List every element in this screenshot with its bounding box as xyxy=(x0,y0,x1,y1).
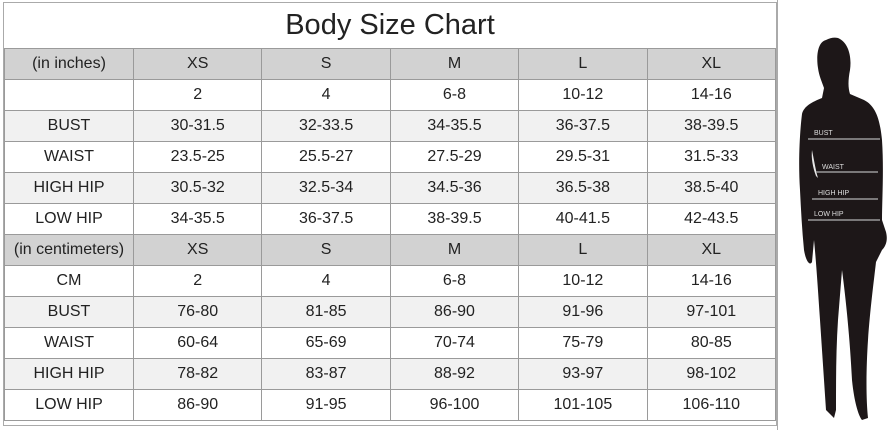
table-cell: 10-12 xyxy=(518,265,648,297)
table-row: LOW HIP 86-90 91-95 96-100 101-105 106-110 xyxy=(4,389,777,421)
table-cell: 34.5-36 xyxy=(389,172,520,204)
table-row: WAIST 60-64 65-69 70-74 75-79 80-85 xyxy=(4,327,777,359)
table-cell: 25.5-27 xyxy=(261,141,391,173)
table-cell: 78-82 xyxy=(132,358,263,390)
table-cell: 93-97 xyxy=(518,358,648,390)
table-cell: 6-8 xyxy=(389,265,520,297)
table-cell: 38-39.5 xyxy=(389,203,520,235)
chart-frame xyxy=(3,2,777,426)
table-row: 2 4 6-8 10-12 14-16 xyxy=(4,79,777,111)
table-cell: 97-101 xyxy=(646,296,777,328)
row-label: (in inches) xyxy=(4,48,134,80)
table-cell: XS xyxy=(132,234,263,266)
table-cell: 80-85 xyxy=(646,327,777,359)
table-cell: 6-8 xyxy=(389,79,520,111)
table-cell: 42-43.5 xyxy=(646,203,777,235)
table-cell: 14-16 xyxy=(646,265,777,297)
row-label: BUST xyxy=(4,110,134,142)
table-cell: 14-16 xyxy=(646,79,777,111)
table-cell: 10-12 xyxy=(518,79,648,111)
table-cell: 30-31.5 xyxy=(132,110,263,142)
table-cell: 86-90 xyxy=(132,389,263,421)
table-cell: 75-79 xyxy=(518,327,648,359)
table-cell: 29.5-31 xyxy=(518,141,648,173)
table-cell: 32-33.5 xyxy=(261,110,391,142)
table-cell: 36.5-38 xyxy=(518,172,648,204)
row-label: CM xyxy=(4,265,134,297)
table-cell: 101-105 xyxy=(518,389,648,421)
row-label: (in centimeters) xyxy=(4,234,134,266)
table-cell: 40-41.5 xyxy=(518,203,648,235)
table-row: CM 2 4 6-8 10-12 14-16 xyxy=(4,265,777,297)
row-label: WAIST xyxy=(4,327,134,359)
table-cell: 38-39.5 xyxy=(646,110,777,142)
row-label: WAIST xyxy=(4,141,134,173)
table-cell: 38.5-40 xyxy=(646,172,777,204)
table-cell: 76-80 xyxy=(132,296,263,328)
table-cell: 4 xyxy=(261,265,391,297)
table-cell: 65-69 xyxy=(261,327,391,359)
table-cell: 88-92 xyxy=(389,358,520,390)
table-cell: L xyxy=(518,48,648,80)
table-cell: S xyxy=(261,48,391,80)
size-table: (in inches) XS S M L XL 2 4 6-8 10-12 14-16 BUST 30-… xyxy=(4,48,777,421)
row-label: HIGH HIP xyxy=(4,172,134,204)
table-row: LOW HIP 34-35.5 36-37.5 38-39.5 40-41.5 42-43… xyxy=(4,203,777,235)
table-cell: 34-35.5 xyxy=(389,110,520,142)
table-row: HIGH HIP 30.5-32 32.5-34 34.5-36 36.5-38 38.5… xyxy=(4,172,777,204)
table-cell: 96-100 xyxy=(389,389,520,421)
table-cell: S xyxy=(261,234,391,266)
figure-label-high-hip: HIGH HIP xyxy=(818,190,849,197)
table-cell: XL xyxy=(646,48,777,80)
table-cell: 81-85 xyxy=(261,296,391,328)
silhouette-shape xyxy=(799,37,887,420)
table-cell: 86-90 xyxy=(389,296,520,328)
table-cell: 91-95 xyxy=(261,389,391,421)
table-cell: XS xyxy=(132,48,263,80)
table-row: BUST 76-80 81-85 86-90 91-96 97-101 xyxy=(4,296,777,328)
table-cell: 83-87 xyxy=(261,358,391,390)
table-cell: 36-37.5 xyxy=(261,203,391,235)
table-cell: 32.5-34 xyxy=(261,172,391,204)
table-cell: 106-110 xyxy=(646,389,777,421)
header-row-inches: (in inches) XS S M L XL xyxy=(4,48,777,80)
table-cell: M xyxy=(389,48,520,80)
table-row: HIGH HIP 78-82 83-87 88-92 93-97 98-102 xyxy=(4,358,777,390)
figure-label-waist: WAIST xyxy=(822,164,845,171)
table-row: BUST 30-31.5 32-33.5 34-35.5 36-37.5 38-39.5 xyxy=(4,110,777,142)
table-cell: 2 xyxy=(132,265,263,297)
table-cell: 91-96 xyxy=(518,296,648,328)
table-cell: XL xyxy=(646,234,777,266)
table-cell: 36-37.5 xyxy=(518,110,648,142)
row-label xyxy=(4,79,134,111)
table-cell: 70-74 xyxy=(389,327,520,359)
figure-label-bust: BUST xyxy=(814,130,833,137)
table-cell: 4 xyxy=(261,79,391,111)
table-cell: 98-102 xyxy=(646,358,777,390)
table-cell: 60-64 xyxy=(132,327,263,359)
chart-title: Body Size Chart xyxy=(285,9,495,41)
table-cell: 31.5-33 xyxy=(646,141,777,173)
table-row: WAIST 23.5-25 25.5-27 27.5-29 29.5-31 31.5-33 xyxy=(4,141,777,173)
row-label: LOW HIP xyxy=(4,203,134,235)
table-cell: 30.5-32 xyxy=(132,172,263,204)
row-label: BUST xyxy=(4,296,134,328)
table-cell: 27.5-29 xyxy=(389,141,520,173)
table-cell: 2 xyxy=(132,79,263,111)
header-row-centimeters: (in centimeters) XS S M L XL xyxy=(4,234,777,266)
body-silhouette-icon: BUST WAIST HIGH HIP LOW HIP xyxy=(799,37,887,420)
table-cell: 34-35.5 xyxy=(132,203,263,235)
row-label: HIGH HIP xyxy=(4,358,134,390)
table-cell: M xyxy=(389,234,520,266)
figure-label-low-hip: LOW HIP xyxy=(814,211,844,218)
table-cell: L xyxy=(518,234,648,266)
body-silhouette-panel: BUST WAIST HIGH HIP LOW HIP xyxy=(777,0,889,430)
row-label: LOW HIP xyxy=(4,389,134,421)
table-cell: 23.5-25 xyxy=(132,141,263,173)
